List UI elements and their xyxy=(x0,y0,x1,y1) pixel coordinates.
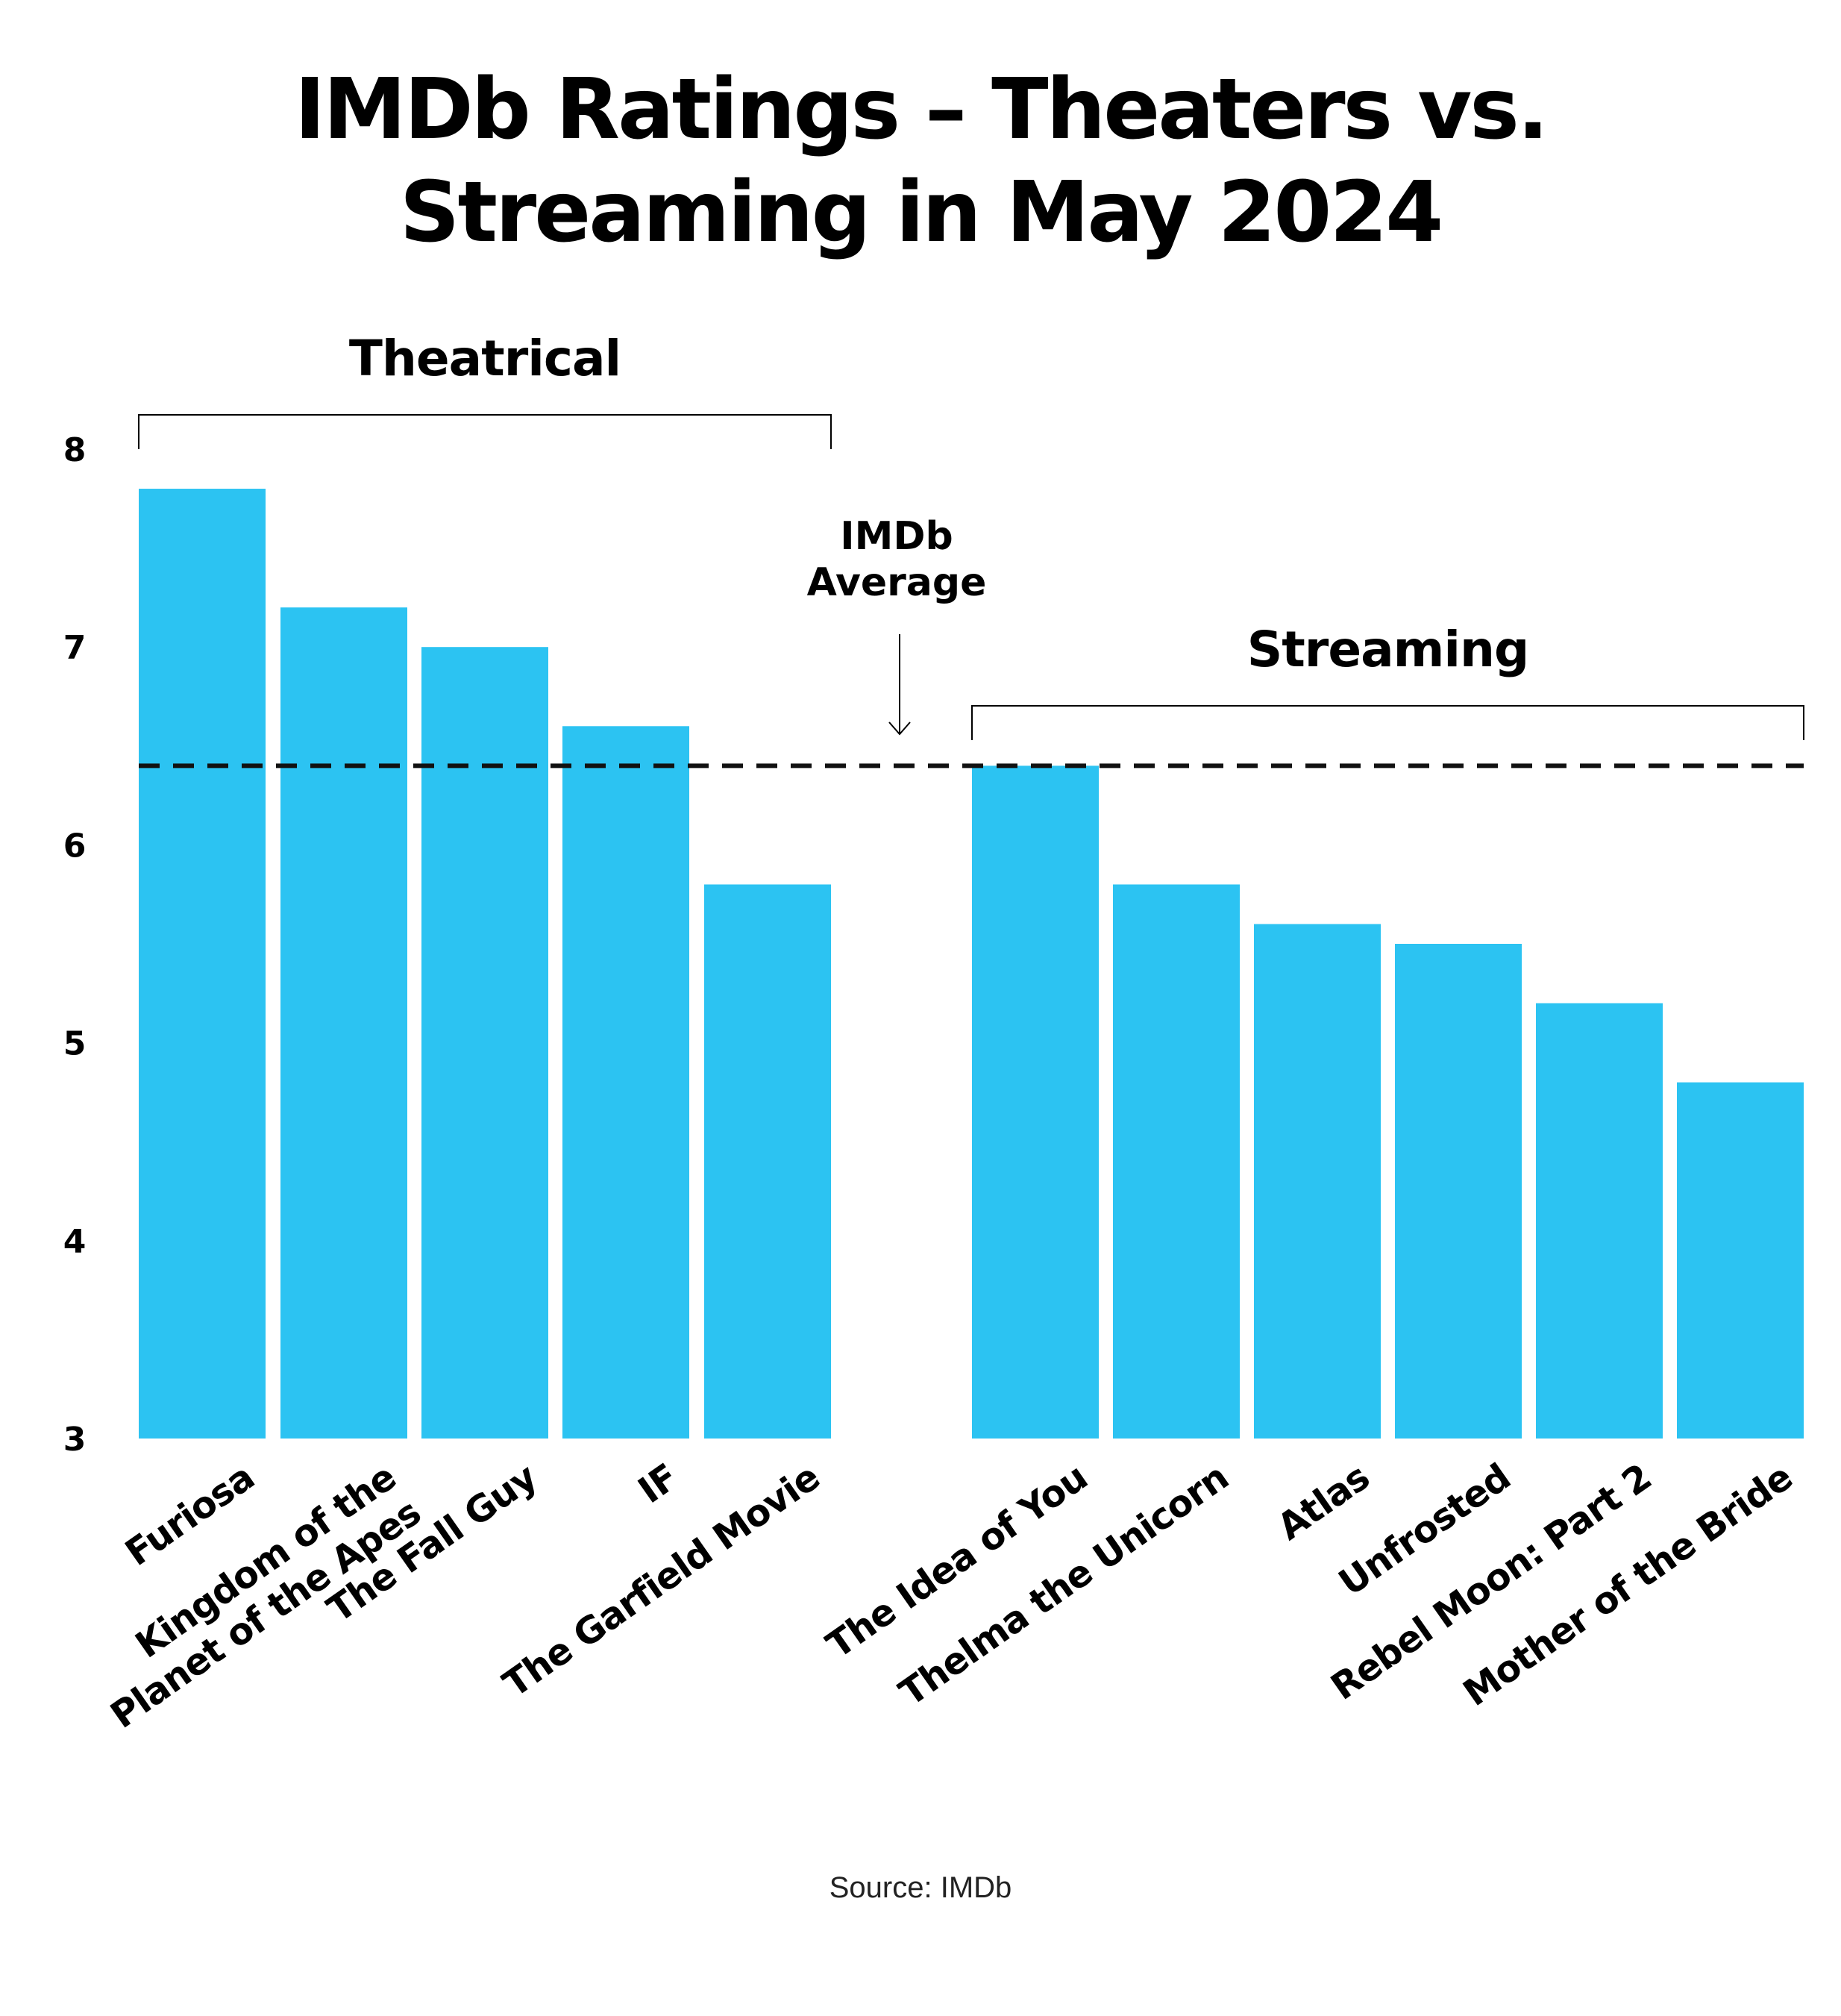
bars xyxy=(139,489,1804,1439)
bar-3 xyxy=(562,726,689,1439)
group-label-0: Theatrical xyxy=(349,330,621,387)
reference-arrow-head xyxy=(888,721,911,736)
chart-title-line-2: Streaming in May 2024 xyxy=(399,164,1443,261)
bar-9 xyxy=(1536,1003,1663,1439)
bar-0 xyxy=(139,489,266,1439)
y-tick-label-4: 4 xyxy=(63,1223,87,1261)
group-bracket-1 xyxy=(971,705,1804,740)
reference-label: IMDb Average xyxy=(807,514,987,605)
y-tick-label-5: 5 xyxy=(63,1025,87,1063)
bar-5 xyxy=(972,766,1099,1439)
bar-10 xyxy=(1677,1082,1804,1439)
bar-8 xyxy=(1395,944,1522,1439)
y-tick-label-3: 3 xyxy=(63,1421,87,1459)
bar-6 xyxy=(1113,884,1240,1439)
y-tick-label-7: 7 xyxy=(63,629,87,667)
y-tick-label-6: 6 xyxy=(63,827,87,865)
source-note: Source: IMDb xyxy=(829,1871,1012,1904)
chart-title-line-1: IMDb Ratings – Theaters vs. xyxy=(294,61,1549,158)
chart-title: IMDb Ratings – Theaters vs. Streaming in… xyxy=(0,58,1841,264)
group-brackets: Theatrical Streaming xyxy=(138,330,1804,740)
bar-2 xyxy=(421,647,548,1439)
reference-line-group: IMDb Average xyxy=(139,514,1804,768)
group-bracket-0 xyxy=(138,414,832,449)
bar-7 xyxy=(1254,924,1381,1439)
bar-1 xyxy=(280,607,407,1439)
x-tick-label-7: Atlas xyxy=(1270,1456,1377,1548)
y-tick-label-8: 8 xyxy=(63,431,87,469)
group-label-1: Streaming xyxy=(1247,621,1529,678)
bar-4 xyxy=(704,884,831,1439)
x-tick-label-3: IF xyxy=(630,1456,685,1512)
y-axis: 3 4 5 6 7 8 xyxy=(63,431,87,1459)
